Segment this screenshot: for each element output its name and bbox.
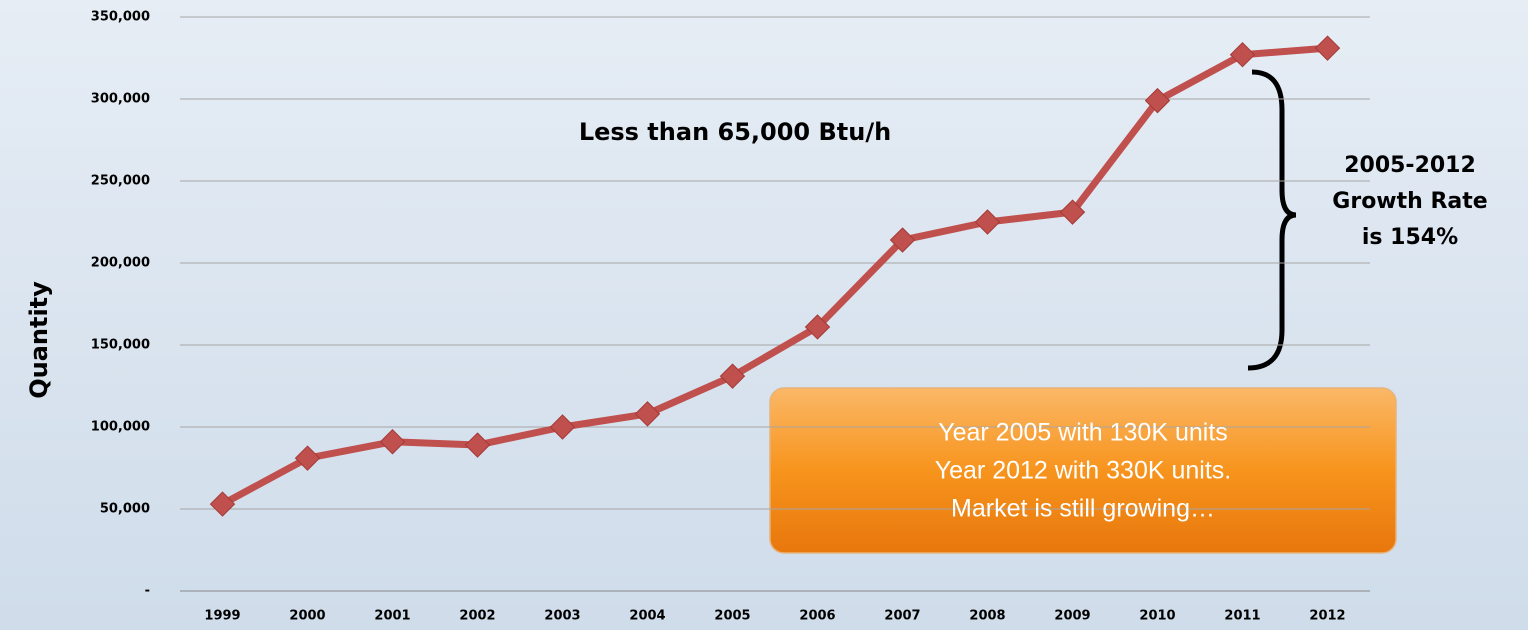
x-tick-label: 2011 xyxy=(1224,609,1260,624)
marker xyxy=(1314,35,1341,61)
x-tick-label: 2008 xyxy=(969,609,1005,624)
callout-text: Year 2005 with 130K units xyxy=(938,419,1228,447)
y-tick-label: - xyxy=(145,584,150,599)
y-tick-label: 300,000 xyxy=(91,92,150,107)
callout-text: Year 2012 with 330K units. xyxy=(935,457,1232,485)
x-tick-label: 2003 xyxy=(544,609,580,624)
marker xyxy=(209,491,236,517)
marker xyxy=(464,432,491,458)
marker xyxy=(1144,87,1171,114)
y-tick-label: 250,000 xyxy=(91,174,150,189)
marker xyxy=(974,209,1001,235)
marker xyxy=(889,227,916,253)
x-tick-label: 2005 xyxy=(714,609,750,624)
y-tick-label: 350,000 xyxy=(91,10,150,25)
callout-box xyxy=(769,387,1397,554)
x-tick-label: 2007 xyxy=(884,609,920,624)
marker xyxy=(634,401,661,427)
callout-text: Market is still growing… xyxy=(951,495,1215,523)
y-tick-label: 150,000 xyxy=(91,338,150,353)
annotation: Growth Rate xyxy=(1332,189,1487,214)
y-tick-label: 200,000 xyxy=(91,256,150,271)
marker xyxy=(804,314,831,340)
y-tick-label: 50,000 xyxy=(100,502,150,517)
y-tick-label: 100,000 xyxy=(91,420,150,435)
annotation: is 154% xyxy=(1362,225,1458,250)
x-tick-label: 1999 xyxy=(204,609,240,624)
marker xyxy=(379,429,406,455)
data-line xyxy=(220,44,1328,508)
annotation: 2005-2012 xyxy=(1344,153,1476,178)
marker xyxy=(719,363,746,389)
marker xyxy=(549,414,576,440)
x-tick-label: 2010 xyxy=(1139,609,1175,624)
x-tick-label: 2002 xyxy=(459,609,495,624)
x-tick-label: 2009 xyxy=(1054,609,1090,624)
marker xyxy=(1059,199,1086,225)
x-tick-label: 2012 xyxy=(1309,609,1345,624)
x-tick-label: 2006 xyxy=(799,609,835,624)
marker xyxy=(294,445,321,471)
marker xyxy=(1229,42,1256,68)
annotation: Less than 65,000 Btu/h xyxy=(579,118,891,146)
x-tick-label: 2001 xyxy=(374,609,410,624)
brace xyxy=(1247,69,1297,371)
y-axis-label: Quantity xyxy=(25,281,53,399)
x-tick-label: 2000 xyxy=(289,609,325,624)
x-tick-label: 2004 xyxy=(629,609,665,624)
